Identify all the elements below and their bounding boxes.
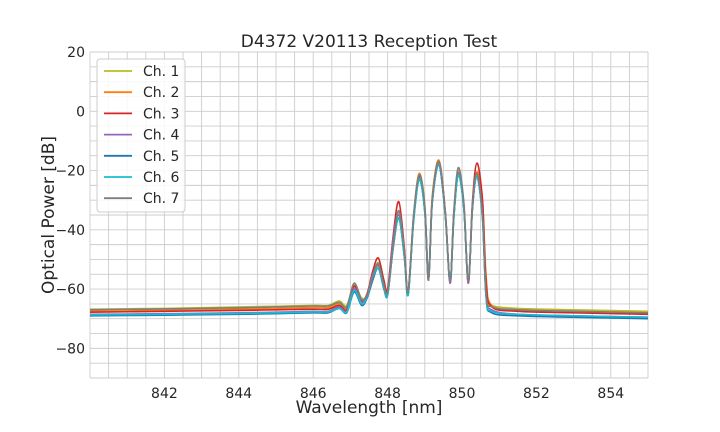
- series-line-ch-7: [90, 160, 648, 314]
- x-tick-label: 842: [151, 386, 178, 402]
- x-tick-label: 848: [374, 386, 401, 402]
- legend-label: Ch. 5: [143, 149, 179, 165]
- x-tick-label: 846: [300, 386, 327, 402]
- legend-label: Ch. 3: [143, 106, 179, 122]
- x-tick-label: 854: [597, 386, 624, 402]
- legend: Ch. 1 Ch. 2 Ch. 3 Ch. 4 Ch. 5 Ch. 6 Ch. 7: [96, 58, 186, 213]
- x-tick-label: 844: [225, 386, 252, 402]
- x-axis-label: Wavelength [nm]: [296, 398, 443, 418]
- legend-label: Ch. 1: [143, 64, 179, 80]
- legend-label: Ch. 2: [143, 85, 179, 101]
- tick-labels: 842 844 846 848 850 852 854 −80 −60 −40 −20 0 20: [55, 45, 624, 402]
- legend-box: [96, 58, 186, 213]
- y-tick-label: −20: [55, 164, 85, 180]
- y-tick-label: 20: [67, 45, 85, 61]
- legend-label: Ch. 4: [143, 128, 180, 144]
- x-tick-label: 850: [449, 386, 476, 402]
- y-tick-label: 0: [76, 104, 85, 120]
- x-tick-label: 852: [523, 386, 550, 402]
- series-lines: [90, 159, 648, 320]
- y-tick-label: −80: [55, 341, 85, 357]
- legend-label: Ch. 6: [143, 170, 180, 186]
- y-tick-label: −40: [55, 223, 85, 239]
- legend-label: Ch. 7: [143, 191, 179, 207]
- y-tick-label: −60: [55, 282, 85, 298]
- y-axis-label: Optical Power [dB]: [39, 136, 59, 294]
- chart-title: D4372 V20113 Reception Test: [241, 32, 498, 52]
